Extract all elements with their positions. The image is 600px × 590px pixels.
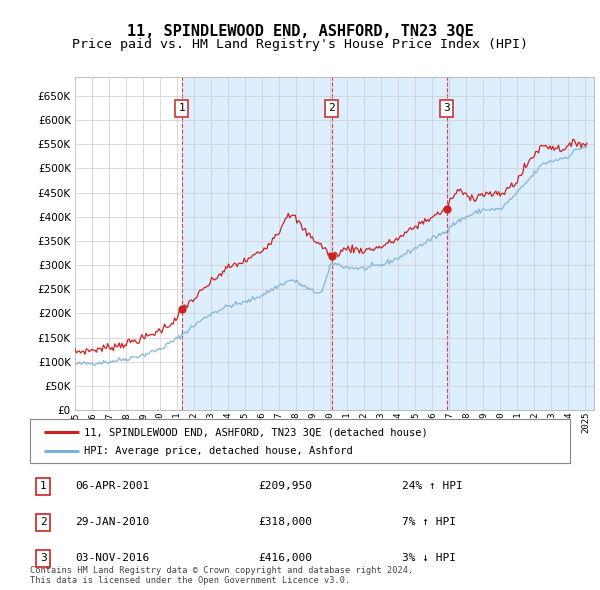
Text: £209,950: £209,950 <box>258 481 312 491</box>
Text: 06-APR-2001: 06-APR-2001 <box>75 481 149 491</box>
Bar <box>332 77 446 410</box>
Bar <box>182 77 332 410</box>
Bar <box>446 77 594 410</box>
Text: 7% ↑ HPI: 7% ↑ HPI <box>402 517 456 527</box>
Text: Contains HM Land Registry data © Crown copyright and database right 2024.
This d: Contains HM Land Registry data © Crown c… <box>30 566 413 585</box>
Text: 3% ↓ HPI: 3% ↓ HPI <box>402 553 456 563</box>
Text: £318,000: £318,000 <box>258 517 312 527</box>
Text: 11, SPINDLEWOOD END, ASHFORD, TN23 3QE: 11, SPINDLEWOOD END, ASHFORD, TN23 3QE <box>127 24 473 38</box>
Text: 1: 1 <box>178 103 185 113</box>
Text: 03-NOV-2016: 03-NOV-2016 <box>75 553 149 563</box>
Text: 3: 3 <box>40 553 47 563</box>
Text: 2: 2 <box>40 517 47 527</box>
Text: 29-JAN-2010: 29-JAN-2010 <box>75 517 149 527</box>
Text: 2: 2 <box>328 103 335 113</box>
Text: 11, SPINDLEWOOD END, ASHFORD, TN23 3QE (detached house): 11, SPINDLEWOOD END, ASHFORD, TN23 3QE (… <box>84 427 428 437</box>
Text: HPI: Average price, detached house, Ashford: HPI: Average price, detached house, Ashf… <box>84 446 353 455</box>
Text: Price paid vs. HM Land Registry's House Price Index (HPI): Price paid vs. HM Land Registry's House … <box>72 38 528 51</box>
Text: 24% ↑ HPI: 24% ↑ HPI <box>402 481 463 491</box>
Text: 3: 3 <box>443 103 450 113</box>
Text: 1: 1 <box>40 481 47 491</box>
Text: £416,000: £416,000 <box>258 553 312 563</box>
